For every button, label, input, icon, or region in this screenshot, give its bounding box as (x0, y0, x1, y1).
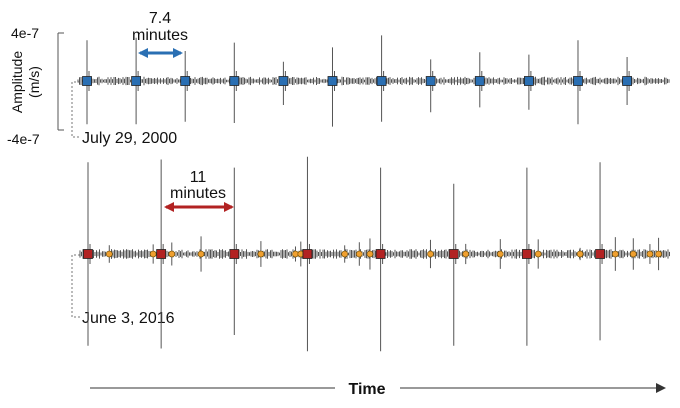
date-label-bottom: June 3, 2016 (82, 310, 175, 327)
spike-5 (453, 183, 457, 346)
trace-bottom (79, 156, 670, 352)
minor-event-marker-17 (646, 250, 654, 258)
y-axis-label-line2: (m/s) (26, 66, 42, 98)
event-marker-6 (522, 249, 532, 259)
interval-value-bottom: 11 (190, 169, 207, 186)
minor-event-marker-14 (576, 250, 584, 258)
interval-value-top: 7.4 (149, 10, 171, 27)
y-tick-label-top: 4e-7 (11, 25, 39, 41)
event-marker-2 (229, 249, 240, 259)
date-label-top: July 29, 2000 (82, 130, 177, 147)
event-marker-10 (573, 76, 583, 86)
minor-event-marker-11 (462, 250, 470, 258)
event-marker-5 (448, 249, 459, 259)
minor-event-marker-8 (356, 250, 363, 258)
event-marker-7 (425, 76, 436, 86)
interval-unit-bottom: minutes (170, 185, 226, 202)
event-marker-3 (302, 249, 313, 259)
spike-2 (184, 51, 188, 122)
minor-event-marker-4 (257, 250, 265, 258)
minor-event-marker-3 (197, 250, 205, 258)
event-marker-11 (622, 76, 632, 86)
event-marker-3 (229, 76, 240, 86)
y-axis-label-line1: Amplitude (9, 51, 25, 113)
spike-4 (380, 167, 384, 352)
event-marker-1 (131, 76, 141, 86)
event-marker-4 (375, 249, 386, 259)
event-marker-1 (156, 249, 167, 259)
minor-event-marker-2 (168, 250, 176, 258)
trace-top (77, 35, 670, 127)
date-leader-top (71, 81, 80, 138)
minor-event-marker-16 (629, 250, 637, 258)
minor-event-marker-13 (534, 250, 542, 258)
event-marker-5 (327, 76, 338, 86)
event-marker-6 (376, 76, 387, 86)
event-marker-9 (523, 76, 534, 86)
minor-event-marker-0 (105, 250, 113, 258)
event-marker-2 (180, 76, 191, 86)
x-axis-label: Time (348, 381, 385, 398)
date-leader-bottom (71, 254, 80, 318)
minor-event-marker-1 (149, 250, 157, 258)
minor-event-marker-7 (341, 250, 348, 258)
event-marker-7 (595, 249, 605, 259)
y-tick-label-bottom: -4e-7 (7, 131, 40, 147)
minor-event-marker-12 (496, 250, 504, 258)
minor-event-marker-9 (366, 250, 374, 258)
event-marker-0 (83, 249, 93, 259)
noise-band (77, 76, 670, 86)
event-marker-4 (278, 76, 289, 86)
minor-event-marker-10 (427, 250, 434, 258)
event-marker-8 (474, 76, 485, 86)
event-marker-0 (82, 76, 92, 86)
minor-event-marker-15 (612, 250, 619, 258)
spike-5 (331, 47, 335, 127)
minor-event-marker-18 (655, 250, 662, 258)
interval-unit-top: minutes (132, 27, 188, 44)
